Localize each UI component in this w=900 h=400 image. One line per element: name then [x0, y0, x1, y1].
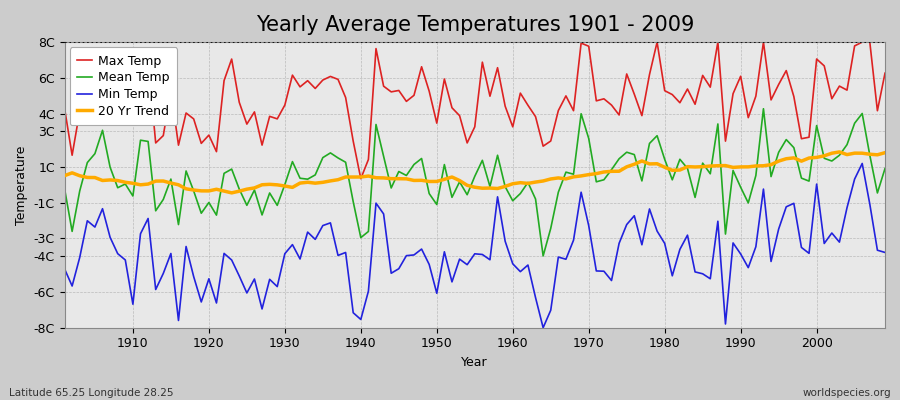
Mean Temp — [758, 106, 769, 111]
Y-axis label: Temperature: Temperature — [15, 145, 28, 225]
Mean Temp — [120, 182, 130, 186]
Min Temp — [879, 250, 890, 255]
Min Temp — [606, 278, 616, 283]
Line: Max Temp: Max Temp — [65, 42, 885, 179]
Mean Temp — [59, 186, 70, 191]
20 Yr Trend — [606, 169, 616, 174]
Min Temp — [333, 253, 344, 258]
20 Yr Trend — [340, 175, 351, 180]
Mean Temp — [879, 166, 890, 171]
20 Yr Trend — [226, 190, 237, 195]
20 Yr Trend — [508, 181, 518, 186]
Min Temp — [508, 261, 518, 266]
Title: Yearly Average Temperatures 1901 - 2009: Yearly Average Temperatures 1901 - 2009 — [256, 15, 694, 35]
Min Temp — [59, 266, 70, 271]
Line: Mean Temp: Mean Temp — [65, 109, 885, 256]
Min Temp — [287, 242, 298, 247]
Min Temp — [537, 325, 548, 330]
Min Temp — [120, 258, 130, 262]
Max Temp — [287, 73, 298, 78]
Mean Temp — [606, 167, 616, 172]
Min Temp — [500, 239, 510, 244]
Max Temp — [59, 106, 70, 110]
Max Temp — [356, 176, 366, 181]
Mean Temp — [500, 184, 510, 189]
Mean Temp — [537, 254, 548, 258]
Text: worldspecies.org: worldspecies.org — [803, 388, 891, 398]
20 Yr Trend — [294, 181, 305, 186]
Max Temp — [606, 103, 616, 108]
Max Temp — [652, 40, 662, 44]
Text: Latitude 65.25 Longitude 28.25: Latitude 65.25 Longitude 28.25 — [9, 388, 174, 398]
Line: Min Temp: Min Temp — [65, 164, 885, 328]
Legend: Max Temp, Mean Temp, Min Temp, 20 Yr Trend: Max Temp, Mean Temp, Min Temp, 20 Yr Tre… — [69, 47, 177, 125]
Max Temp — [508, 124, 518, 129]
Max Temp — [333, 77, 344, 82]
Mean Temp — [333, 156, 344, 160]
Max Temp — [120, 103, 130, 108]
20 Yr Trend — [120, 180, 130, 185]
20 Yr Trend — [879, 150, 890, 155]
X-axis label: Year: Year — [462, 356, 488, 369]
Mean Temp — [508, 198, 518, 203]
Max Temp — [515, 91, 526, 96]
20 Yr Trend — [834, 150, 845, 154]
Mean Temp — [287, 159, 298, 164]
Min Temp — [857, 161, 868, 166]
20 Yr Trend — [59, 173, 70, 178]
20 Yr Trend — [515, 180, 526, 185]
Line: 20 Yr Trend: 20 Yr Trend — [65, 152, 885, 193]
Max Temp — [879, 71, 890, 76]
